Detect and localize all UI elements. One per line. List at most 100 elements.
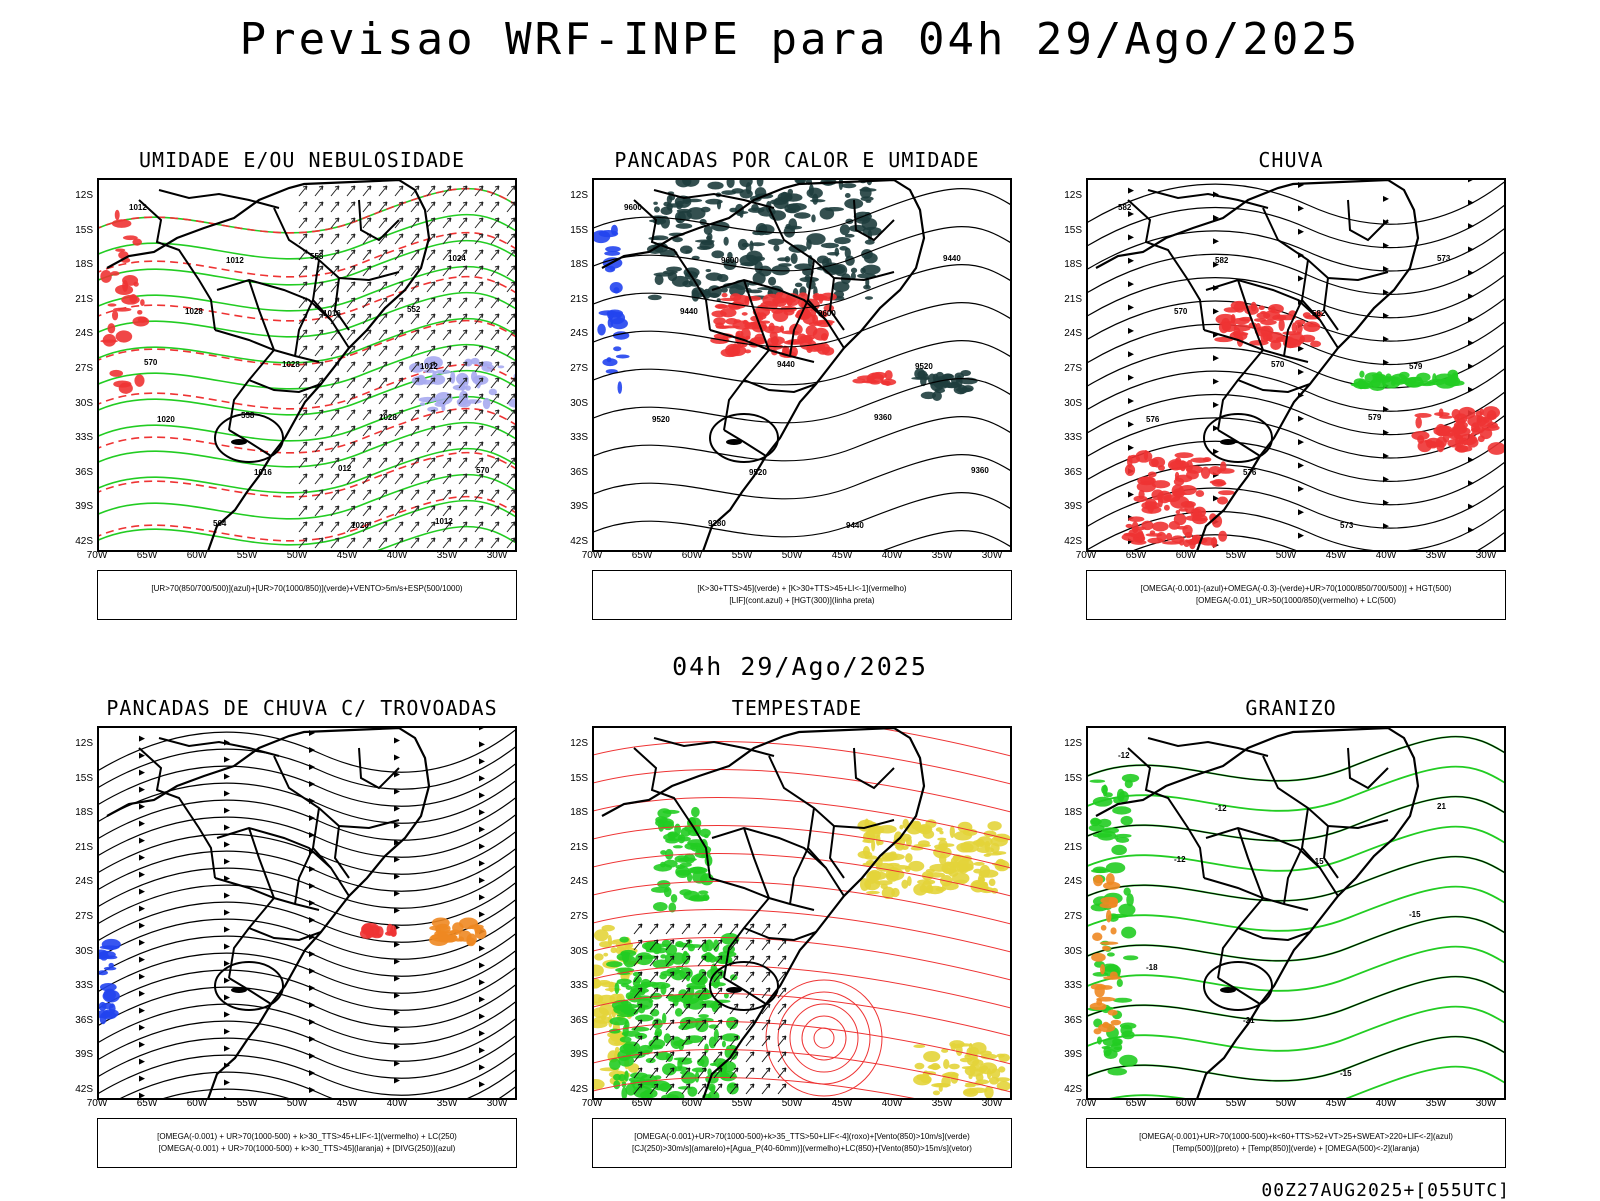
svg-text:9520: 9520 [915,362,933,371]
lon-tick-label: 70W [86,550,108,561]
red-area [852,370,897,386]
lat-tick-label: 39S [570,1049,588,1061]
svg-text:552: 552 [407,305,421,314]
streamline-red [594,936,1010,981]
panel-legend: [OMEGA(-0.001)-(azul)+OMEGA(-0.3)-(verde… [1086,570,1506,620]
lat-tick-label: 39S [570,501,588,513]
lat-tick-label: 12S [75,738,93,749]
svg-text:-18: -18 [1146,963,1158,972]
lat-tick-label: 33S [1064,432,1082,444]
lon-tick-label: 40W [1375,1098,1397,1109]
lon-tick-label: 65W [1125,550,1147,561]
lat-tick-label: 21S [570,841,588,853]
lat-tick-label: 30S [570,945,588,957]
lon-tick-label: 60W [1175,1098,1197,1109]
lon-tick-label: 70W [86,1098,108,1109]
lat-tick-label: 33S [75,980,93,992]
svg-text:9360: 9360 [971,466,989,475]
lat-tick-label: 24S [75,876,93,888]
lat-tick-label: 30S [75,397,93,409]
lat-tick-label: 24S [570,328,588,340]
rain-red [1121,449,1235,550]
lon-tick-label: 50W [1275,550,1297,561]
svg-text:1020: 1020 [351,521,369,530]
lon-tick-label: 30W [981,550,1003,561]
rain-red [1411,406,1504,455]
main-title: Previsao WRF-INPE para 04h 29/Ago/2025 [239,14,1361,65]
lat-tick-label: 36S [1064,466,1082,478]
svg-text:9600: 9600 [818,309,836,318]
svg-text:582: 582 [1118,203,1132,212]
lon-tick-label: 35W [1425,550,1447,561]
lon-tick-label: 35W [436,550,458,561]
lat-tick-label: 39S [75,501,93,513]
streamline-red [594,1020,1010,1065]
lon-tick-label: 30W [486,1098,508,1109]
contour-lines [1088,736,1504,1082]
lat-tick-label: 30S [570,397,588,409]
lat-tick-label: 12S [570,190,588,201]
lon-tick-label: 70W [1075,1098,1097,1109]
streamline-red [594,768,1010,813]
lon-tick-label: 55W [731,550,753,561]
svg-text:1012: 1012 [129,203,147,212]
svg-text:1016: 1016 [323,309,341,318]
lat-tick-label: 21S [570,293,588,305]
lon-tick-label: 35W [436,1098,458,1109]
lat-tick-label: 33S [1064,980,1082,992]
panel-legend: [OMEGA(-0.001)+UR>70(1000-500)+k>35_TTS>… [592,1118,1012,1168]
svg-text:-15: -15 [1340,1069,1352,1078]
lon-tick-label: 45W [831,1098,853,1109]
streamline-red [594,852,1010,897]
rain-red [1214,300,1324,351]
panel-title: TEMPESTADE [731,696,863,720]
panel-title: CHUVA [1258,148,1324,172]
lon-tick-label: 70W [1075,550,1097,561]
lat-tick-label: 24S [570,876,588,888]
lat-tick-label: 39S [1064,501,1082,513]
svg-text:1012: 1012 [226,256,244,265]
sub-title: 04h 29/Ago/2025 [672,652,928,681]
vortex-ring [789,1003,859,1073]
lat-tick-label: 24S [75,328,93,340]
lon-tick-label: 40W [1375,550,1397,561]
legend-line: [Temp(500)](preto) + [Temp(850)](verde) … [1172,1144,1420,1153]
lon-tick-label: 70W [581,1098,603,1109]
lat-tick-label: 42S [1064,1084,1082,1095]
lat-tick-label: 36S [75,466,93,478]
svg-text:-12: -12 [1118,751,1130,760]
lat-tick-label: 30S [75,945,93,957]
svg-text:9600: 9600 [624,203,642,212]
lon-tick-label: 55W [236,1098,258,1109]
red-contours [100,209,150,394]
lat-tick-label: 36S [1064,1014,1082,1026]
streamline-red [594,992,1010,1037]
legend-line: [OMEGA(-0.01)_UR>50(1000/850)(vermelho) … [1195,596,1397,605]
lat-tick-label: 36S [570,466,588,478]
panel-legend: [K>30+TTS>45](verde) + [K>30+TTS>45+LI<-… [592,570,1012,620]
legend-line: [K>30+TTS>45](verde) + [K>30+TTS>45+LI<-… [697,584,907,593]
forecast-map: 1012 1012 1016 1012 1020 1016 1020 1024 1028 1028… [97,178,517,552]
svg-text:558: 558 [241,411,255,420]
lat-tick-label: 42S [570,536,588,547]
lat-tick-label: 42S [1064,536,1082,547]
lon-tick-label: 50W [286,1098,308,1109]
svg-text:-21: -21 [1243,1016,1255,1025]
streamlines [99,728,515,1098]
lat-tick-label: 15S [75,224,93,236]
svg-text:579: 579 [1368,413,1382,422]
lif-contours [594,224,630,394]
panel-title: PANCADAS DE CHUVA C/ TROVOADAS [106,696,498,720]
rain-green [1350,369,1465,391]
lon-tick-label: 30W [981,1098,1003,1109]
lon-tick-label: 45W [831,550,853,561]
map-outline [1095,180,1420,550]
svg-text:9440: 9440 [680,307,698,316]
lat-tick-label: 30S [1064,945,1082,957]
lon-tick-label: 45W [1325,1098,1347,1109]
forecast-map: 9600 9600 9600 9520 9520 9520 9440 9440 9440 9440… [592,178,1012,552]
legend-line: [OMEGA(-0.001)-(azul)+OMEGA(-0.3)-(verde… [1140,584,1452,593]
lon-tick-label: 65W [631,1098,653,1109]
svg-text:570: 570 [1174,307,1188,316]
lat-tick-label: 15S [75,772,93,784]
